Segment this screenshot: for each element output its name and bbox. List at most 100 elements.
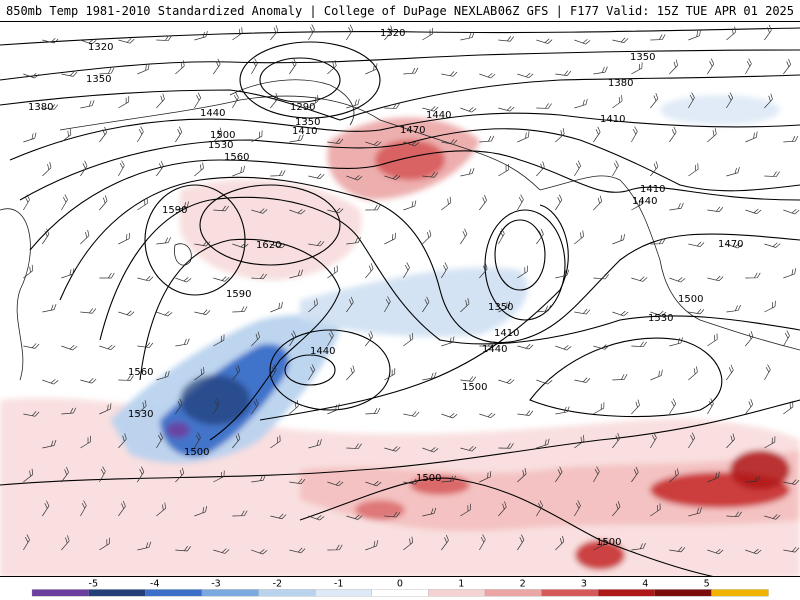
wind-barb <box>327 544 343 551</box>
colorbar-tick-label: -4 <box>150 579 160 590</box>
wind-barb <box>460 107 477 113</box>
wind-barb <box>631 276 648 282</box>
wind-barb <box>555 194 563 211</box>
wind-barb <box>308 24 315 41</box>
wind-barb <box>175 60 185 75</box>
wind-barb <box>42 500 50 517</box>
wind-barb <box>650 238 666 245</box>
wind-barb <box>669 398 677 415</box>
wind-barb <box>346 24 353 41</box>
wind-barb <box>42 379 59 385</box>
wind-barb <box>175 126 183 143</box>
wind-barb <box>555 70 572 76</box>
wind-barb <box>137 63 150 75</box>
wind-barb <box>688 507 702 517</box>
wind-barb <box>536 228 544 245</box>
wind-barb <box>764 242 781 248</box>
wind-barb <box>726 511 742 518</box>
wind-barb <box>156 93 165 109</box>
contour-label: 1410 <box>640 184 665 195</box>
wind-barb <box>574 500 581 517</box>
wind-barb <box>251 58 258 75</box>
wind-barb <box>707 128 717 143</box>
wind-barb <box>365 540 379 551</box>
wind-barb <box>118 38 135 44</box>
wind-barb <box>99 537 110 551</box>
wind-barb <box>137 400 147 415</box>
wind-barb <box>650 432 657 449</box>
wind-barb <box>707 206 724 213</box>
wind-barb <box>783 330 790 347</box>
wind-barb <box>688 163 699 177</box>
wind-barb <box>289 478 306 485</box>
wind-barb <box>555 406 570 415</box>
wind-barb <box>726 92 734 109</box>
wind-barb <box>289 400 299 415</box>
wind-barb <box>726 243 743 249</box>
wind-barb <box>403 67 419 75</box>
wind-barb <box>251 130 263 143</box>
wind-barb <box>745 208 762 215</box>
wind-barb <box>726 433 735 449</box>
wind-barb <box>650 369 663 381</box>
wind-barb <box>479 72 496 79</box>
wind-barb <box>61 128 72 143</box>
wind-barb <box>23 468 34 483</box>
wind-barb <box>384 174 401 180</box>
wind-barb <box>669 337 683 347</box>
wind-barb <box>270 170 286 177</box>
wind-barb <box>726 26 736 41</box>
wind-barb <box>61 407 77 415</box>
contour-label: 1500 <box>210 130 235 141</box>
colorbar-tick-label: 3 <box>581 579 587 590</box>
wind-barb <box>688 241 705 248</box>
wind-barb <box>460 445 477 452</box>
wind-barb <box>498 378 515 384</box>
wind-barb <box>479 471 492 483</box>
wind-barb <box>384 368 396 381</box>
wind-barb <box>612 374 628 381</box>
wind-barb <box>745 398 754 415</box>
wind-barb <box>536 103 552 109</box>
wind-barb <box>213 58 221 75</box>
wind-barb <box>726 304 741 313</box>
wind-barb <box>688 29 701 41</box>
wind-barb <box>42 104 59 110</box>
contour-label: 1500 <box>184 447 209 458</box>
wind-barb <box>213 398 220 415</box>
wind-barb <box>726 364 734 381</box>
wind-barb <box>574 98 588 109</box>
color-scale-bar: -5 -4 -3 -2 -1 0 1 2 3 4 5 <box>0 576 800 600</box>
wind-barb <box>23 343 40 349</box>
wind-barb <box>650 161 659 177</box>
colorbar-swatch <box>145 589 203 597</box>
wind-barb <box>194 31 208 41</box>
wind-barb <box>213 548 230 554</box>
wind-barb <box>175 467 185 483</box>
wind-barb <box>61 535 70 551</box>
wind-barb <box>517 410 534 416</box>
wind-barb <box>631 466 639 483</box>
wind-barb <box>118 96 130 109</box>
wind-barb <box>574 160 581 177</box>
contour-label: 1350 <box>630 52 655 63</box>
wind-barb <box>498 443 514 449</box>
wind-barb <box>194 506 208 517</box>
wind-barb <box>441 336 455 347</box>
wind-barb <box>745 272 761 279</box>
colorbar-tick-label: -5 <box>89 579 99 590</box>
wind-barb <box>707 398 714 415</box>
wind-barb <box>80 100 95 109</box>
wind-barb <box>156 160 164 177</box>
anomaly-shading <box>0 95 800 578</box>
wind-barb <box>346 514 363 520</box>
wind-barb <box>574 377 591 383</box>
wind-barb <box>612 95 623 109</box>
wind-barb <box>631 198 643 211</box>
wind-barb <box>156 35 172 41</box>
wind-barb <box>23 194 30 211</box>
wind-barb <box>764 93 773 109</box>
wind-barb <box>137 466 145 483</box>
wind-barb <box>498 106 515 112</box>
wind-barb <box>555 535 565 551</box>
